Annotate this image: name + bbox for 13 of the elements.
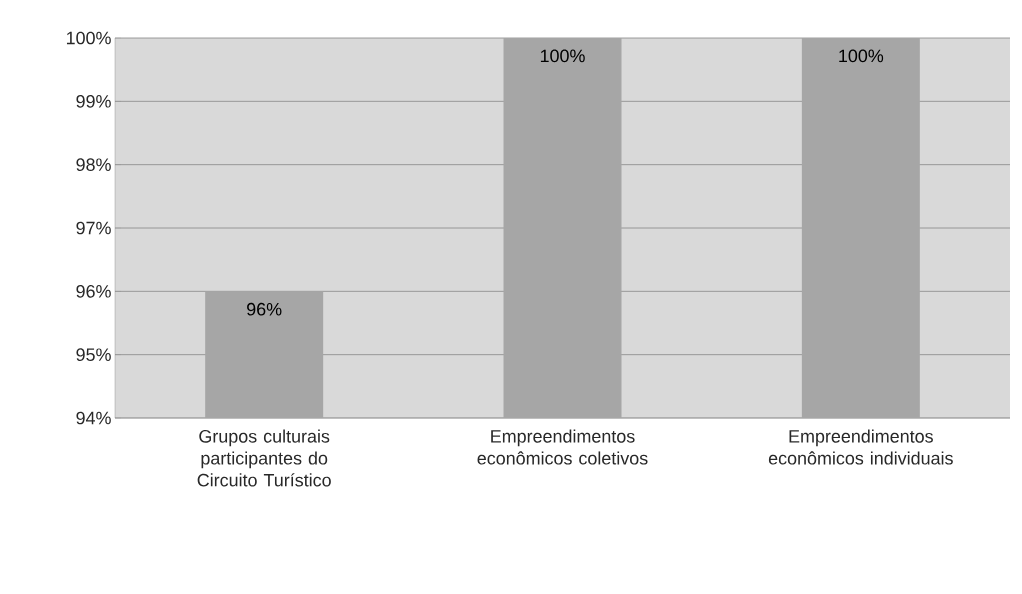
y-tick-label: 98% [76,158,111,172]
data-label: 100% [839,49,884,63]
y-tick-label: 99% [76,94,111,108]
y-tick-label: 97% [76,221,111,235]
x-tick-label: Grupos culturais participantes do Circuito Turístico [197,429,331,487]
y-tick-label: 100% [66,31,111,45]
x-tick-label: Empreendimentos econômicos coletivos [477,429,648,465]
y-tick-label: 96% [76,284,111,298]
y-tick-label: 94% [76,411,111,425]
x-tick-label: Empreendimentos econômicos individuais [768,429,953,465]
data-label: 96% [247,302,282,316]
data-label: 100% [540,49,585,63]
y-tick-label: 95% [76,348,111,362]
